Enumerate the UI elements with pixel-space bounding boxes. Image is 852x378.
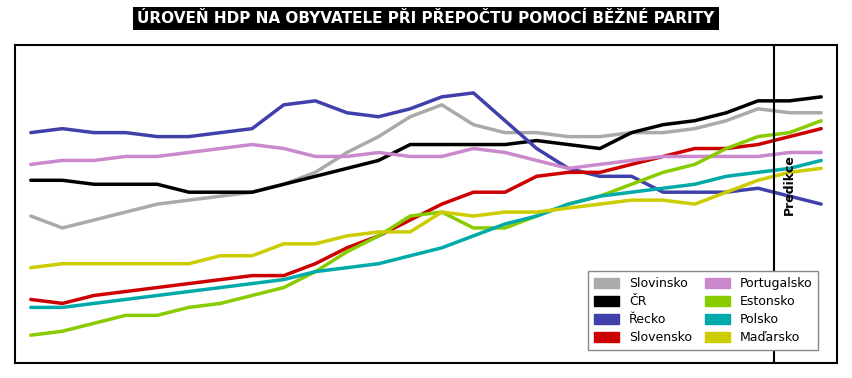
Text: ÚROVEŇ HDP NA OBYVATELE PŘI PŘEPOČTU POMOCÍ BĚŽNÉ PARITY: ÚROVEŇ HDP NA OBYVATELE PŘI PŘEPOČTU POM… (137, 11, 715, 26)
Legend: Slovinsko, ČR, Řecko, Slovensko, Portugalsko, Estonsko, Polsko, Maďarsko: Slovinsko, ČR, Řecko, Slovensko, Portuga… (588, 271, 819, 350)
Text: Predikce: Predikce (783, 154, 797, 215)
